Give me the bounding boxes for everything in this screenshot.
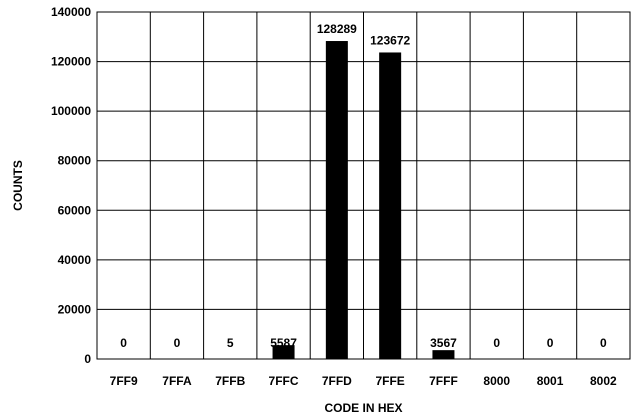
y-tick-label: 140000 — [51, 5, 91, 19]
grid — [97, 11, 630, 360]
x-tick-label: 7FFD — [322, 374, 352, 388]
x-tick-label: 7FF9 — [110, 374, 138, 388]
bar-7fff — [432, 350, 455, 359]
bars — [219, 41, 455, 359]
x-tick-label: 7FFF — [429, 374, 458, 388]
y-tick-label: 120000 — [51, 55, 91, 69]
data-label: 3567 — [430, 336, 457, 350]
y-tick-label: 20000 — [58, 302, 92, 316]
y-axis-label: COUNTS — [11, 160, 25, 211]
x-axis-ticks: 7FF9 7FFA 7FFB 7FFC 7FFD 7FFE 7FFF 8000 8001 8002 — [110, 374, 617, 388]
bar-7ffc — [272, 345, 295, 359]
y-tick-label: 40000 — [58, 253, 92, 267]
data-label: 0 — [600, 336, 607, 350]
y-tick-label: 60000 — [58, 203, 92, 217]
data-label: 0 — [174, 336, 181, 350]
x-tick-label: 7FFB — [215, 374, 245, 388]
bar-7ffe — [379, 52, 402, 359]
data-label: 0 — [547, 336, 554, 350]
x-tick-label: 8002 — [590, 374, 617, 388]
x-tick-label: 7FFE — [375, 374, 404, 388]
data-label: 128289 — [317, 22, 357, 36]
data-label: 5587 — [270, 336, 297, 350]
data-label: 0 — [120, 336, 127, 350]
y-tick-label: 100000 — [51, 104, 91, 118]
plot-area-frame — [96, 11, 631, 360]
x-axis-label: CODE IN HEX — [324, 401, 402, 415]
data-label: 0 — [493, 336, 500, 350]
data-label: 5 — [227, 336, 234, 350]
bar-7ffd — [325, 41, 348, 359]
x-tick-label: 7FFA — [162, 374, 192, 388]
x-tick-label: 8001 — [537, 374, 564, 388]
x-tick-label: 7FFC — [269, 374, 299, 388]
x-tick-label: 8000 — [483, 374, 510, 388]
data-labels: 0 0 5 5587 128289 123672 3567 0 0 0 — [120, 22, 607, 350]
y-axis-ticks: 0 20000 40000 60000 80000 100000 120000 140000 — [51, 5, 91, 366]
data-label: 123672 — [370, 33, 410, 47]
y-tick-label: 80000 — [58, 154, 92, 168]
y-tick-label: 0 — [84, 352, 91, 366]
